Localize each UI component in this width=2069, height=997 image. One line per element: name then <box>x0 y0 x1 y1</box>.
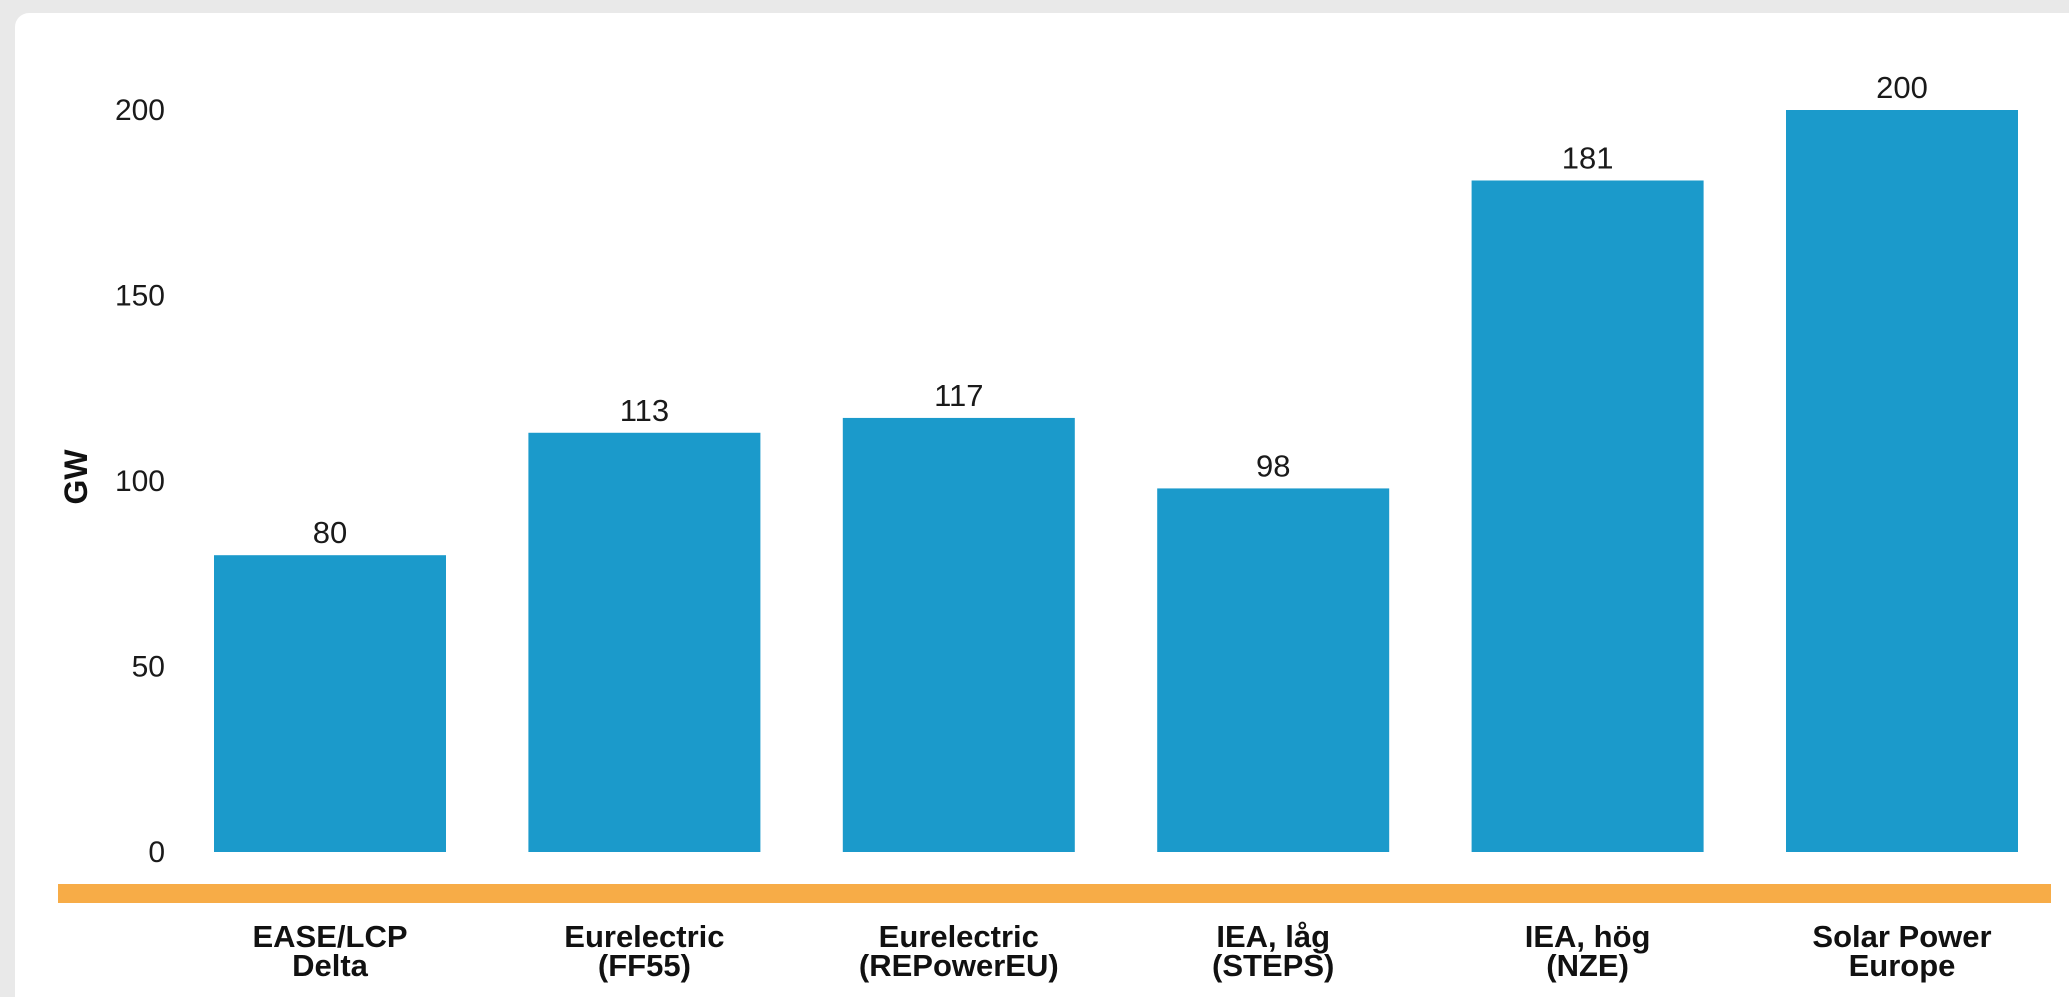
category-label: (STEPS) <box>1212 948 1334 983</box>
category-label: (REPowerEU) <box>859 948 1059 983</box>
y-tick-label: 50 <box>132 651 165 684</box>
data-label: 181 <box>1562 140 1614 175</box>
category-label: Eurelectric <box>564 919 724 954</box>
category-labels: EASE/LCPDeltaEurelectric(FF55)Eurelectri… <box>252 919 1991 983</box>
y-tick-label: 0 <box>148 836 165 869</box>
category-label: (NZE) <box>1546 948 1629 983</box>
category-label: Delta <box>292 948 369 983</box>
data-label: 117 <box>934 378 983 413</box>
bars <box>214 110 2018 853</box>
baseline-band <box>58 884 2051 903</box>
y-tick-label: 150 <box>115 280 165 313</box>
category-label: IEA, hög <box>1525 919 1651 954</box>
data-labels: 80 113 117 98 181 200 <box>313 70 1928 550</box>
bar <box>1471 180 1704 853</box>
category-label: Eurelectric <box>879 919 1039 954</box>
bar <box>842 417 1075 852</box>
bar <box>1157 488 1390 852</box>
bar <box>1786 110 2018 852</box>
data-label: 113 <box>620 393 669 428</box>
category-label: IEA, låg <box>1216 919 1330 954</box>
category-label: Europe <box>1849 948 1956 983</box>
y-tick-label: 200 <box>115 94 165 127</box>
category-label: (FF55) <box>598 948 691 983</box>
y-axis-title: GW <box>58 449 94 505</box>
category-label: Solar Power <box>1812 919 1991 954</box>
y-tick-label: 100 <box>115 465 165 498</box>
category-label: EASE/LCP <box>252 919 407 954</box>
bar <box>528 432 761 852</box>
data-label: 98 <box>1256 448 1290 483</box>
data-label: 80 <box>313 515 347 550</box>
y-axis-ticks: 0 50 100 150 200 <box>115 94 165 869</box>
data-label: 200 <box>1876 70 1928 105</box>
bar <box>214 555 446 852</box>
